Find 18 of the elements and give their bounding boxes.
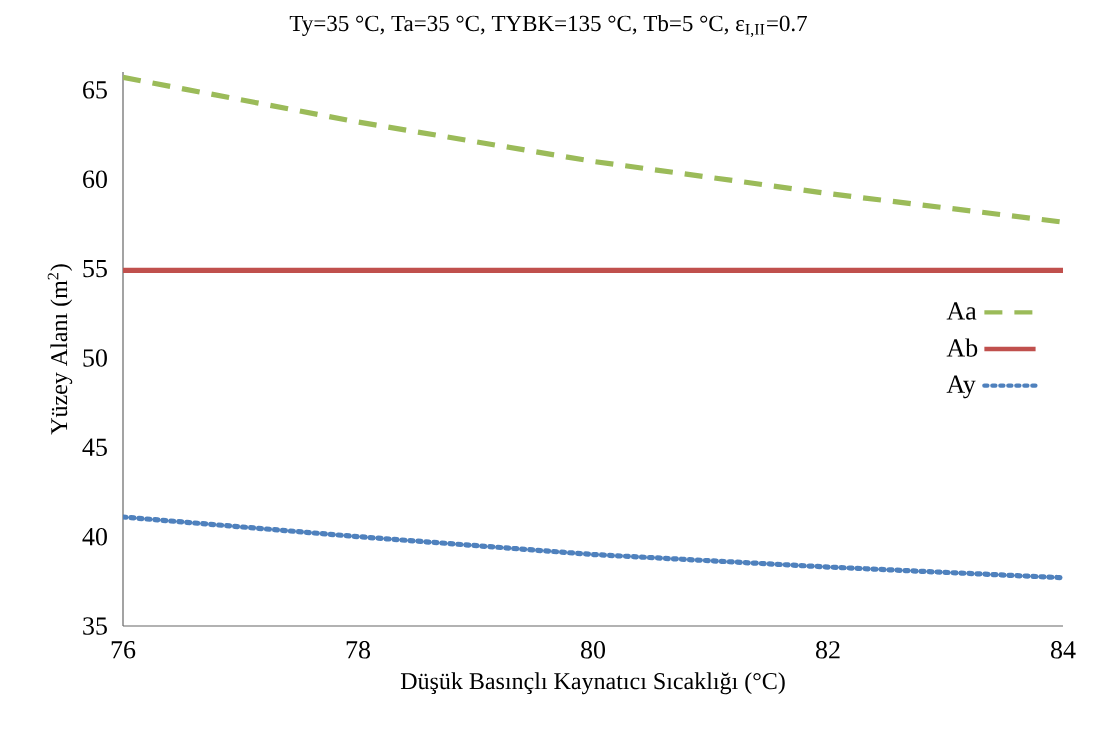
x-tick-label: 80 [581,641,606,659]
y-tick-label: 60 [83,170,107,188]
y-tick-label: 50 [83,349,107,367]
y-tick-label: 35 [83,617,107,635]
y-tick-label: 55 [83,259,107,278]
x-tick-label: 84 [1051,641,1076,659]
legend-label: Ay [946,375,976,399]
x-tick-label: 78 [346,641,371,659]
legend-label: Aa [946,302,977,320]
y-tick-label: 40 [82,527,107,546]
legend-label: Ab [946,338,978,357]
x-tick-label: 82 [816,641,840,659]
y-tick-label: 45 [82,438,107,456]
y-axis-title: Yüzey Alanı (m$^{2}$) [47,264,73,435]
x-axis-title: Düşük Basınçlı Kaynatıcı Sıcaklığı (°C) [400,672,785,695]
y-tick-label: 65 [83,81,107,99]
chart-title: Ty=35 °C, Ta=35 °C, TYBK=135 °C, Tb=5 °C, ε$_{I,II}$=0.7 [289,14,807,38]
x-tick-label: 76 [111,641,136,659]
